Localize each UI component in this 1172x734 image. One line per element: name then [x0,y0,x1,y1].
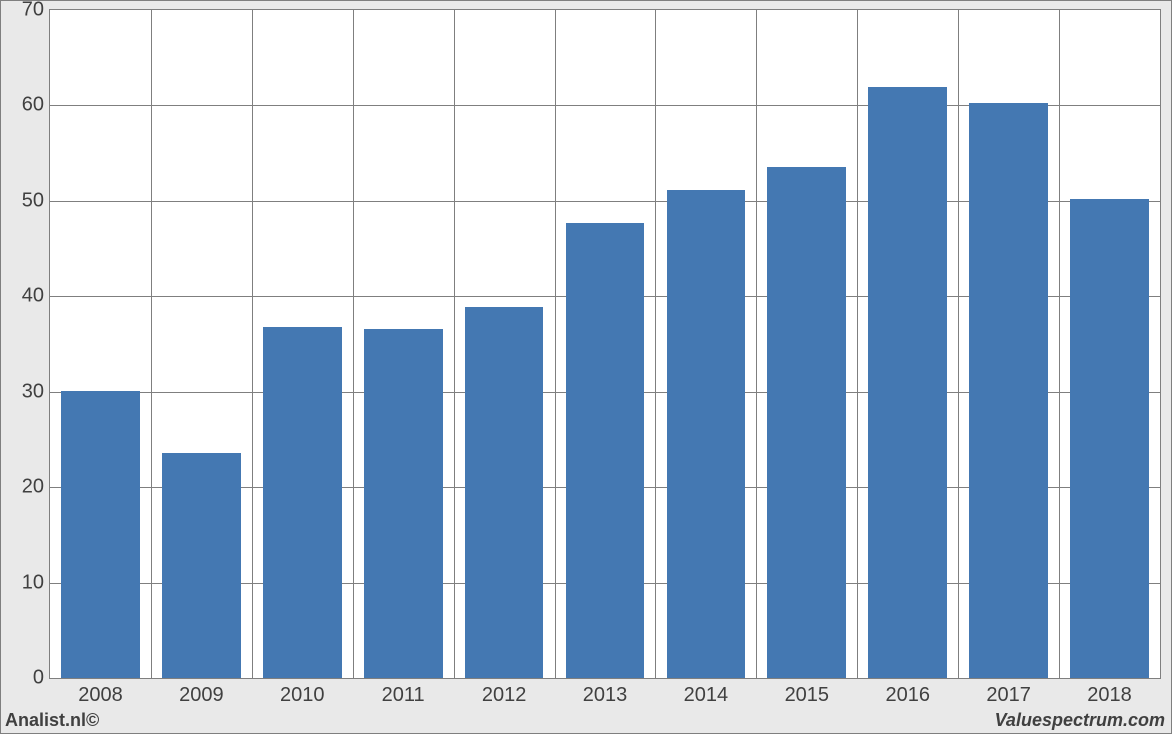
y-tick-label: 70 [22,0,44,22]
bar [667,190,746,678]
gridline-v [353,10,354,678]
x-tick-label: 2014 [684,684,729,707]
x-tick-label: 2012 [482,684,527,707]
y-tick-label: 50 [22,189,44,212]
x-tick-label: 2008 [78,684,123,707]
y-tick-label: 30 [22,380,44,403]
x-tick-label: 2017 [986,684,1031,707]
footer-right-text: Valuespectrum.com [995,710,1165,731]
gridline-v [756,10,757,678]
gridline-v [958,10,959,678]
bar [263,327,342,678]
gridline-v [1059,10,1060,678]
y-tick-label: 0 [33,667,44,690]
bar [969,103,1048,678]
x-tick-label: 2018 [1087,684,1132,707]
x-tick-label: 2011 [382,684,425,707]
chart-outer-frame: 0 10 20 30 40 50 60 70 2008 2009 2010 2011 2012 2013 2… [0,0,1172,734]
y-tick-label: 20 [22,476,44,499]
bar [1070,199,1149,678]
bar [61,391,140,678]
y-tick-label: 60 [22,94,44,117]
y-tick-label: 10 [22,571,44,594]
gridline-v [252,10,253,678]
y-tick-label: 40 [22,285,44,308]
x-tick-label: 2010 [280,684,325,707]
x-tick-label: 2013 [583,684,628,707]
x-tick-label: 2015 [785,684,830,707]
bar [566,223,645,678]
bar [767,167,846,678]
bar [162,453,241,678]
bar [364,329,443,678]
gridline-v [555,10,556,678]
x-tick-label: 2016 [885,684,930,707]
plot-area: 0102030405060702008200920102011201220132… [49,9,1161,679]
bar [868,87,947,678]
gridline-v [857,10,858,678]
gridline-v [454,10,455,678]
footer-left-text: Analist.nl© [5,710,99,731]
x-tick-label: 2009 [179,684,224,707]
gridline-v [655,10,656,678]
bar [465,307,544,678]
gridline-v [151,10,152,678]
